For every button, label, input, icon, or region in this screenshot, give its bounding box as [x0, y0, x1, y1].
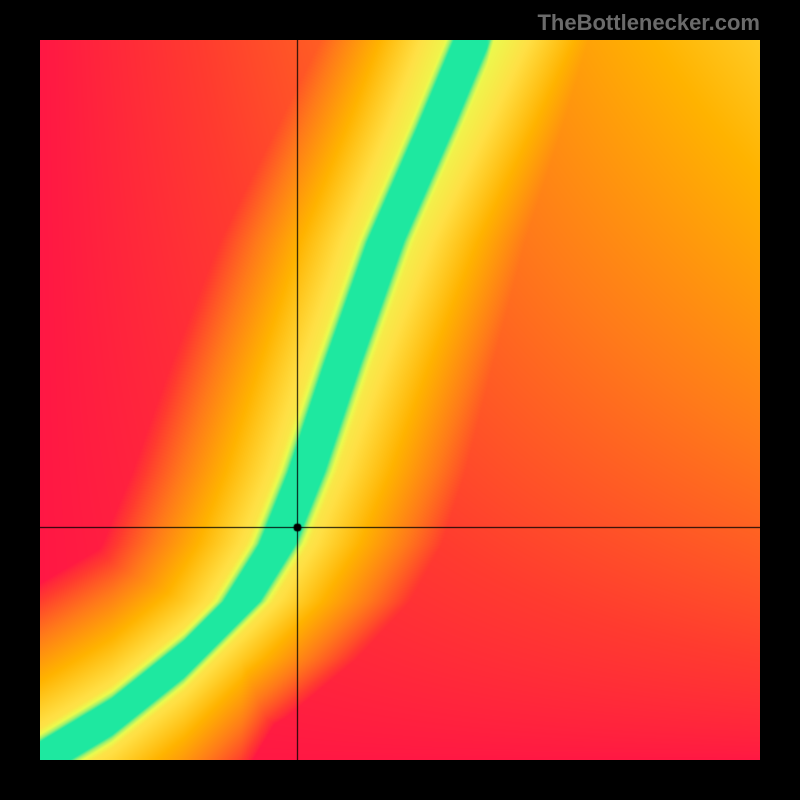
chart-container: TheBottlenecker.com — [0, 0, 800, 800]
watermark-text: TheBottlenecker.com — [537, 10, 760, 36]
bottleneck-heatmap — [40, 40, 760, 760]
